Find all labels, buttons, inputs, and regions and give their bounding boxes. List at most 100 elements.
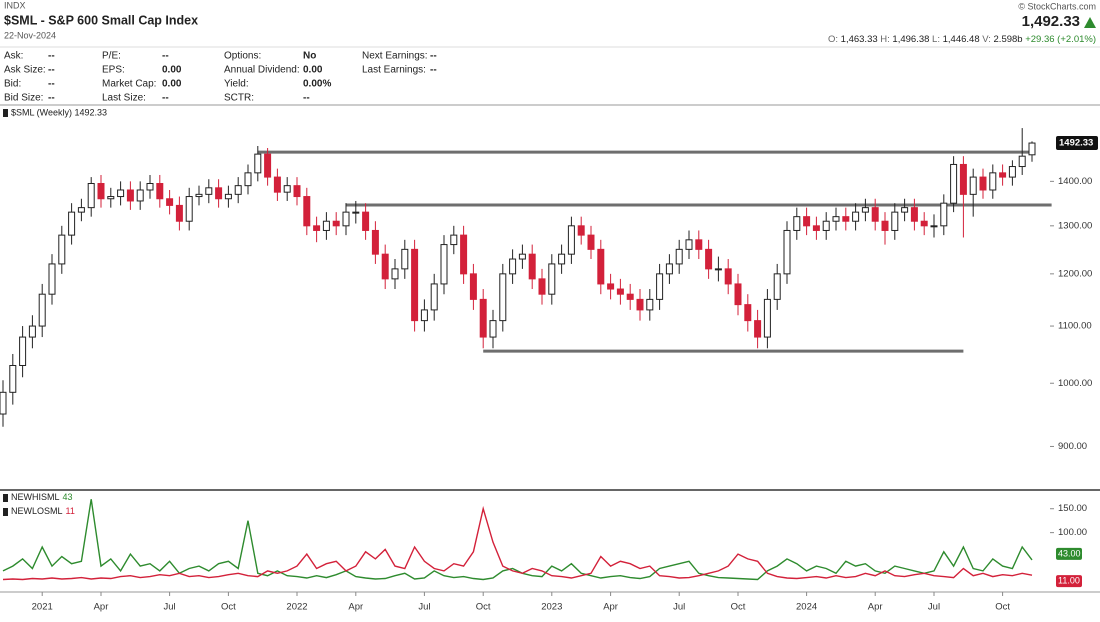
candle-body — [695, 239, 703, 250]
candle-body — [940, 202, 948, 227]
legend-entry: NEWHISML 43 — [11, 492, 73, 502]
candle-body — [499, 273, 507, 322]
candle-body — [244, 172, 252, 187]
quote-label: Next Earnings: — [362, 51, 428, 62]
candle-body — [548, 263, 556, 295]
candle-body — [322, 220, 330, 231]
candle-body — [646, 298, 654, 311]
candle-body — [607, 283, 615, 290]
quote-value: 0.00 — [162, 65, 182, 76]
candle-body — [891, 211, 899, 231]
candle-body — [1018, 155, 1026, 168]
candle-body — [734, 283, 742, 306]
quote-value: -- — [48, 65, 55, 76]
open-label: O: — [828, 34, 838, 45]
candle-body — [9, 365, 17, 393]
legend-name: NEWHISML — [11, 492, 60, 502]
candle-body — [254, 153, 262, 174]
last-price-label: 1492.33 — [1059, 138, 1093, 149]
x-tick-label: Apr — [94, 602, 109, 613]
candle-body — [293, 185, 301, 198]
candle-body — [509, 258, 517, 275]
candle-body — [773, 273, 781, 300]
candle-body — [616, 288, 624, 295]
legend-value: 43 — [63, 492, 73, 502]
x-tick-label: Jul — [673, 602, 685, 613]
y-tick-label: 100.00 — [1058, 527, 1087, 538]
candle-body — [852, 211, 860, 222]
candle-body — [450, 234, 458, 246]
candle-body — [401, 248, 409, 270]
quote-value: -- — [430, 51, 437, 62]
candle-body — [969, 176, 977, 195]
candle-body — [822, 220, 830, 231]
quote-value: No — [303, 51, 316, 62]
candle-body — [910, 207, 918, 222]
candle-body — [999, 172, 1007, 178]
quote-label: Options: — [224, 51, 261, 62]
quote-label: Ask: — [4, 51, 23, 62]
copyright: © StockCharts.com — [1018, 1, 1096, 11]
legend-swatch — [3, 109, 8, 117]
candle-body — [567, 225, 575, 255]
candle-body — [215, 187, 223, 200]
candle-body — [979, 176, 987, 191]
quote-label: Bid Size: — [4, 93, 43, 104]
open: 1,463.33 — [841, 34, 878, 45]
last-price: 1,492.33 — [1022, 13, 1080, 30]
legend-entry: NEWLOSML 11 — [11, 506, 75, 516]
candle-body — [195, 193, 203, 198]
low: 1,446.48 — [943, 34, 980, 45]
candle-body — [959, 163, 967, 195]
indicator-line — [2, 499, 1033, 581]
candle-body — [489, 320, 497, 338]
x-tick-label: Oct — [221, 602, 236, 613]
candle-body — [558, 253, 566, 265]
candle-body — [38, 293, 46, 327]
candle-body — [1008, 166, 1016, 178]
y-tick-label: 1300.00 — [1058, 220, 1092, 231]
candle-body — [793, 216, 801, 231]
candle-body — [871, 207, 879, 222]
candle-body — [1028, 142, 1036, 156]
x-tick-label: Jul — [928, 602, 940, 613]
candle-body — [626, 293, 634, 300]
candle-body — [283, 185, 291, 193]
legend-name: NEWLOSML — [11, 506, 63, 516]
candle-body — [185, 196, 193, 222]
candle-body — [656, 273, 664, 300]
x-tick-label: 2024 — [796, 602, 817, 613]
last-value-box — [1056, 547, 1082, 560]
candle-body — [371, 229, 379, 255]
change: +29.36 (+2.01%) — [1025, 34, 1096, 45]
candle-body — [224, 193, 232, 200]
high-label: H: — [880, 34, 890, 45]
candle-body — [812, 225, 820, 231]
candle-body — [117, 189, 125, 198]
candle-body — [136, 189, 144, 202]
quote-label: Last Earnings: — [362, 65, 426, 76]
candle-body — [19, 336, 27, 367]
candle-body — [842, 216, 850, 222]
candle-body — [77, 207, 85, 213]
candle-body — [58, 234, 66, 265]
volume-label: V: — [982, 34, 991, 45]
candle-body — [264, 153, 272, 178]
candle-body — [920, 220, 928, 227]
candle-body — [675, 248, 683, 265]
candle-body — [587, 234, 595, 250]
quote-value: 0.00 — [162, 79, 182, 90]
quote-value: -- — [162, 93, 169, 104]
x-tick-label: Oct — [995, 602, 1010, 613]
candle-body — [97, 183, 105, 200]
candle-body — [518, 253, 526, 260]
candle-body — [107, 196, 115, 200]
quote-label: Yield: — [224, 79, 249, 90]
candle-body — [0, 391, 7, 415]
up-arrow — [1084, 17, 1096, 28]
quote-label: Last Size: — [102, 93, 146, 104]
candle-body — [861, 207, 869, 213]
candle-body — [724, 268, 732, 285]
ohlc-line: O: 1,463.33 H: 1,496.38 L: 1,446.48 V: 2… — [828, 34, 1096, 45]
